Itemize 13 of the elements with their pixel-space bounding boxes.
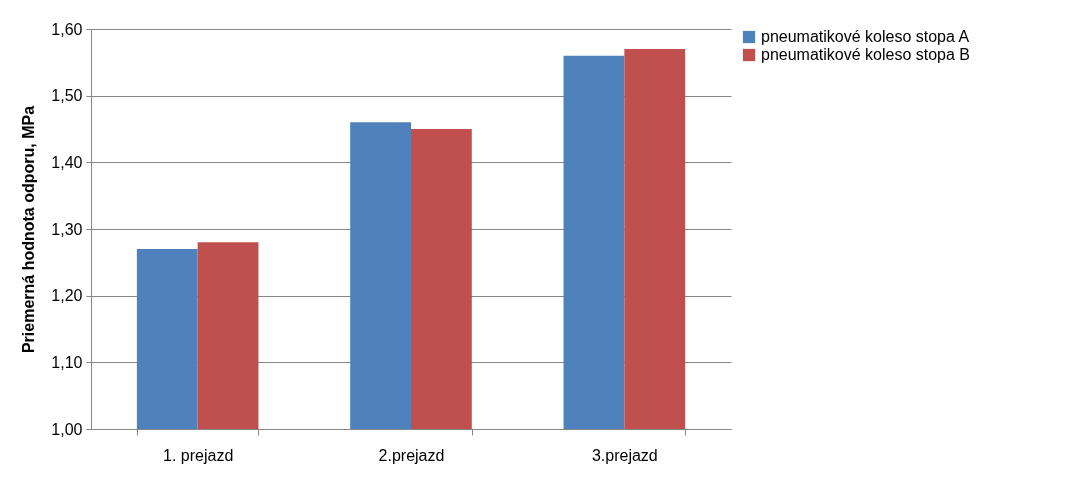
- y-tick-label: 1,60: [51, 20, 83, 38]
- y-tick-label: 1,00: [51, 420, 83, 438]
- y-tick-label: 1,30: [51, 220, 83, 238]
- y-axis-title: Priemerná hodnota odporu, MPa: [20, 105, 38, 354]
- y-tick-label: 1,10: [51, 353, 83, 371]
- x-tick-label: 1. prejazd: [163, 446, 234, 464]
- legend-label: pneumatikové koleso stopa B: [761, 46, 971, 63]
- y-tick-label: 1,50: [51, 87, 83, 105]
- x-tick-label: 2.prejazd: [378, 446, 445, 464]
- y-tick-label: 1,40: [51, 153, 83, 171]
- legend-label: pneumatikové koleso stopa A: [761, 28, 970, 45]
- x-tick-label: 3.prejazd: [591, 446, 658, 464]
- y-tick-label: 1,20: [51, 287, 83, 305]
